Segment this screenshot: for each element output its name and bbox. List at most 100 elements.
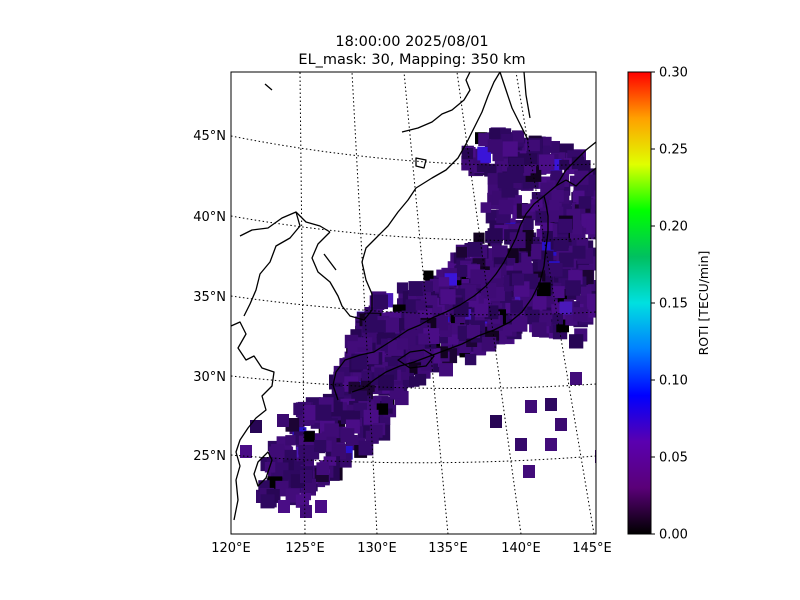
roti-cell	[370, 326, 383, 339]
roti-cell	[298, 445, 315, 461]
roti-cell	[492, 278, 504, 290]
roti-cell	[586, 293, 596, 310]
roti-cell	[439, 362, 453, 377]
roti-cell	[470, 269, 485, 284]
roti-cell	[576, 237, 589, 250]
coastline-sakhalin	[499, 72, 531, 141]
roti-cell	[555, 418, 567, 431]
roti-cell	[508, 151, 520, 164]
roti-cell	[431, 306, 442, 318]
roti-cell	[525, 400, 537, 413]
roti-cell	[316, 462, 330, 475]
roti-cell	[522, 224, 534, 235]
parallel-30N	[231, 375, 596, 389]
roti-cell	[595, 450, 596, 463]
roti-cell	[528, 140, 540, 152]
roti-cell	[539, 154, 555, 170]
roti-cell	[303, 405, 319, 420]
title-time: 18:00:00 2025/08/01	[335, 34, 488, 50]
meridian-125E	[299, 72, 306, 534]
roti-cell	[558, 218, 573, 233]
roti-cell	[278, 500, 290, 513]
roti-cell	[511, 316, 528, 332]
colorbar-tick-label: 0.30	[659, 66, 688, 81]
roti-cell	[498, 199, 514, 215]
roti-cell	[418, 333, 430, 345]
roti-cell	[570, 372, 582, 385]
roti-cell	[580, 284, 592, 296]
roti-cell	[454, 312, 466, 324]
roti-cell	[258, 480, 270, 492]
roti-cell	[573, 307, 588, 322]
roti-cell	[331, 444, 346, 460]
roti-cell	[487, 183, 499, 195]
roti-cell	[389, 388, 401, 399]
roti-cell	[324, 423, 339, 438]
roti-cell	[571, 156, 585, 170]
colorbar-tick-label: 0.00	[659, 528, 688, 543]
roti-cell	[492, 245, 508, 261]
coastline-primorye	[415, 72, 501, 189]
roti-cell	[414, 373, 427, 386]
roti-cell	[369, 425, 383, 438]
roti-cell	[409, 376, 420, 387]
colorbar-tick-label: 0.05	[659, 451, 688, 466]
roti-cell	[373, 294, 388, 310]
roti-cell	[552, 286, 565, 299]
roti-cell	[315, 404, 332, 421]
roti-cell	[474, 303, 489, 318]
roti-cell	[586, 219, 596, 235]
roti-cell	[358, 440, 374, 456]
coastline-japan-east	[351, 195, 549, 393]
roti-cell	[396, 338, 409, 350]
roti-cell	[452, 297, 463, 308]
roti-cell	[549, 262, 563, 277]
roti-cell	[501, 134, 513, 146]
roti-cell	[438, 277, 450, 288]
roti-cell	[487, 139, 503, 154]
lon-tick-120: 120°E	[211, 541, 251, 556]
roti-cell	[522, 230, 534, 242]
roti-cell	[476, 161, 488, 172]
coastline-japan-west	[332, 179, 567, 401]
roti-cell	[565, 280, 581, 296]
roti-cell	[574, 170, 589, 185]
roti-cell	[545, 438, 557, 451]
roti-cell	[553, 237, 569, 252]
roti-cell	[518, 153, 531, 166]
parallel-40N	[231, 215, 596, 241]
lon-tick-labels: 120°E 125°E 130°E 135°E 140°E 145°E	[211, 541, 612, 556]
roti-cell	[466, 325, 480, 339]
roti-cell	[531, 322, 547, 337]
roti-cell	[485, 231, 497, 243]
roti-cell	[572, 245, 586, 259]
roti-cell	[423, 270, 434, 281]
roti-cell	[526, 153, 538, 165]
meridian-140E	[456, 72, 522, 534]
lat-tick-45: 45°N	[193, 129, 226, 144]
roti-cell	[453, 252, 465, 264]
roti-cell	[500, 291, 512, 303]
meridian-130E	[351, 72, 378, 534]
roti-cell	[293, 402, 306, 416]
roti-cell	[588, 303, 596, 318]
roti-cell	[504, 258, 516, 270]
graticule	[231, 72, 596, 534]
roti-cell	[315, 500, 327, 513]
roti-cell	[578, 296, 588, 306]
roti-cell	[333, 386, 345, 398]
roti-cell	[551, 189, 564, 202]
roti-cell	[422, 281, 433, 293]
coastline-taiwan	[253, 451, 273, 487]
roti-cell	[552, 313, 563, 325]
colorbar-ticks: 0.00 0.05 0.10 0.15 0.20 0.25 0.30	[651, 66, 688, 543]
colorbar: 0.00 0.05 0.10 0.15 0.20 0.25 0.30 ROTI [TECU/…	[627, 66, 711, 543]
roti-cell	[285, 435, 296, 446]
roti-cells	[240, 127, 596, 518]
colorbar-label: ROTI [TECU/min]	[696, 251, 711, 356]
map-frame	[230, 71, 597, 535]
roti-cell	[436, 346, 448, 359]
roti-cell	[482, 260, 494, 272]
roti-cell	[410, 345, 424, 359]
